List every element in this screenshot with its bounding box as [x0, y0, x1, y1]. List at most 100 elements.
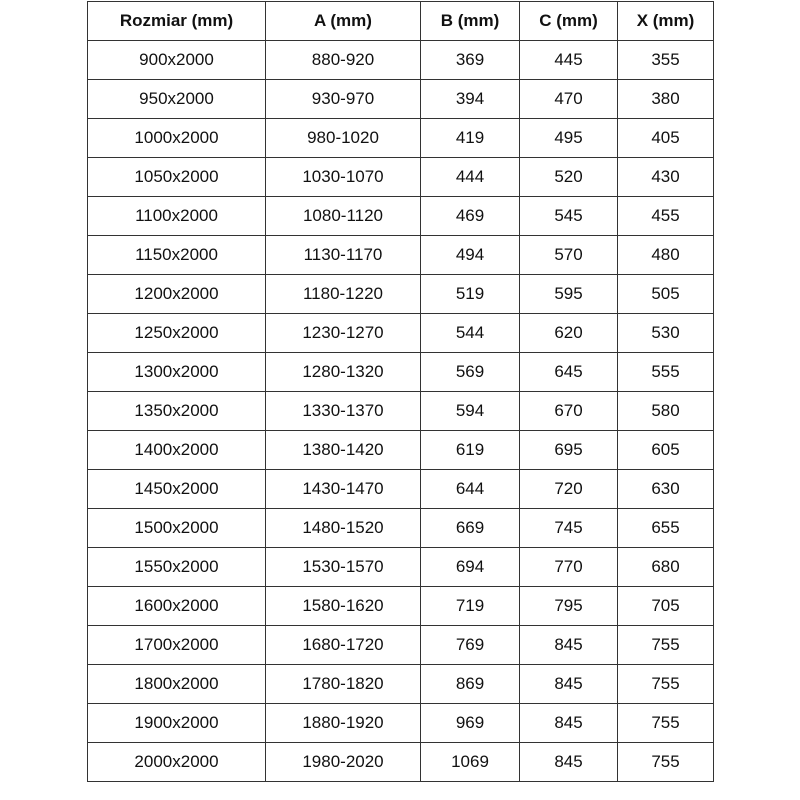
table-row: 1400x2000 1380-1420 619 695 605	[87, 430, 714, 470]
table-cell: 869	[420, 664, 520, 704]
table-cell: 930-970	[265, 79, 421, 119]
table-row: 1800x2000 1780-1820 869 845 755	[87, 664, 714, 704]
table-cell: 1350x2000	[87, 391, 266, 431]
table-cell: 644	[420, 469, 520, 509]
table-cell: 980-1020	[265, 118, 421, 158]
table-cell: 694	[420, 547, 520, 587]
table-cell: 1250x2000	[87, 313, 266, 353]
table-row: 1350x2000 1330-1370 594 670 580	[87, 391, 714, 431]
table-cell: 720	[519, 469, 618, 509]
table-cell: 1100x2000	[87, 196, 266, 236]
table-row: 1000x2000 980-1020 419 495 405	[87, 118, 714, 158]
table-cell: 1550x2000	[87, 547, 266, 587]
table-cell: 755	[617, 703, 714, 743]
table-cell: 755	[617, 625, 714, 665]
table-cell: 545	[519, 196, 618, 236]
table-cell: 695	[519, 430, 618, 470]
table-cell: 595	[519, 274, 618, 314]
table-cell: 1080-1120	[265, 196, 421, 236]
table-cell: 1450x2000	[87, 469, 266, 509]
table-cell: 594	[420, 391, 520, 431]
table-cell: 1069	[420, 742, 520, 782]
table-cell: 1280-1320	[265, 352, 421, 392]
table-cell: 1000x2000	[87, 118, 266, 158]
table-cell: 845	[519, 703, 618, 743]
table-cell: 470	[519, 79, 618, 119]
table-cell: 494	[420, 235, 520, 275]
table-cell: 880-920	[265, 40, 421, 80]
table-cell: 455	[617, 196, 714, 236]
table-cell: 1900x2000	[87, 703, 266, 743]
table-cell: 1800x2000	[87, 664, 266, 704]
table-cell: 1680-1720	[265, 625, 421, 665]
table-cell: 619	[420, 430, 520, 470]
table-cell: 1200x2000	[87, 274, 266, 314]
table-cell: 845	[519, 625, 618, 665]
table-cell: 770	[519, 547, 618, 587]
table-cell: 1150x2000	[87, 235, 266, 275]
column-header: B (mm)	[420, 1, 520, 41]
table-cell: 645	[519, 352, 618, 392]
table-cell: 1330-1370	[265, 391, 421, 431]
table-cell: 405	[617, 118, 714, 158]
table-cell: 520	[519, 157, 618, 197]
table-cell: 845	[519, 664, 618, 704]
table-cell: 795	[519, 586, 618, 626]
table-row: 1300x2000 1280-1320 569 645 555	[87, 352, 714, 392]
table-cell: 419	[420, 118, 520, 158]
table-cell: 530	[617, 313, 714, 353]
table-cell: 950x2000	[87, 79, 266, 119]
table-cell: 1400x2000	[87, 430, 266, 470]
table-row: 1450x2000 1430-1470 644 720 630	[87, 469, 714, 509]
table-cell: 544	[420, 313, 520, 353]
table-cell: 1130-1170	[265, 235, 421, 275]
table-row: 1900x2000 1880-1920 969 845 755	[87, 703, 714, 743]
table-cell: 755	[617, 664, 714, 704]
table-cell: 1880-1920	[265, 703, 421, 743]
table-cell: 444	[420, 157, 520, 197]
table-cell: 1600x2000	[87, 586, 266, 626]
table-cell: 900x2000	[87, 40, 266, 80]
table-cell: 1380-1420	[265, 430, 421, 470]
table-cell: 605	[617, 430, 714, 470]
table-cell: 2000x2000	[87, 742, 266, 782]
table-row: 950x2000 930-970 394 470 380	[87, 79, 714, 119]
table-cell: 630	[617, 469, 714, 509]
table-cell: 445	[519, 40, 618, 80]
table-cell: 555	[617, 352, 714, 392]
table-row: 1200x2000 1180-1220 519 595 505	[87, 274, 714, 314]
table-row: 1700x2000 1680-1720 769 845 755	[87, 625, 714, 665]
table-cell: 1530-1570	[265, 547, 421, 587]
table-row: 900x2000 880-920 369 445 355	[87, 40, 714, 80]
table-cell: 469	[420, 196, 520, 236]
column-header: A (mm)	[265, 1, 421, 41]
table-cell: 380	[617, 79, 714, 119]
table-cell: 394	[420, 79, 520, 119]
table-cell: 1230-1270	[265, 313, 421, 353]
table-cell: 369	[420, 40, 520, 80]
column-header: Rozmiar (mm)	[87, 1, 266, 41]
table-cell: 1050x2000	[87, 157, 266, 197]
table-cell: 580	[617, 391, 714, 431]
dimensions-table: Rozmiar (mm) A (mm) B (mm) C (mm) X (mm) 900…	[87, 1, 714, 782]
table-cell: 705	[617, 586, 714, 626]
column-header: C (mm)	[519, 1, 618, 41]
table-row: 1050x2000 1030-1070 444 520 430	[87, 157, 714, 197]
table-cell: 669	[420, 508, 520, 548]
table-cell: 655	[617, 508, 714, 548]
table-cell: 769	[420, 625, 520, 665]
table-row: 1250x2000 1230-1270 544 620 530	[87, 313, 714, 353]
table-cell: 719	[420, 586, 520, 626]
table-cell: 1700x2000	[87, 625, 266, 665]
table-row: 2000x2000 1980-2020 1069 845 755	[87, 742, 714, 782]
table-row: 1550x2000 1530-1570 694 770 680	[87, 547, 714, 587]
table-cell: 620	[519, 313, 618, 353]
table-cell: 1480-1520	[265, 508, 421, 548]
table-row: 1100x2000 1080-1120 469 545 455	[87, 196, 714, 236]
table-cell: 519	[420, 274, 520, 314]
column-header: X (mm)	[617, 1, 714, 41]
table-cell: 969	[420, 703, 520, 743]
table-cell: 845	[519, 742, 618, 782]
table-row: 1600x2000 1580-1620 719 795 705	[87, 586, 714, 626]
table-cell: 1780-1820	[265, 664, 421, 704]
